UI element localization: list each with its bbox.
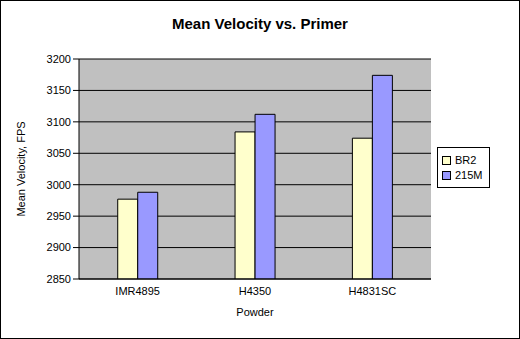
html-text:215M: 215M <box>455 169 483 181</box>
svg-text:H4350: H4350 <box>239 285 271 297</box>
svg-text:2900: 2900 <box>47 241 71 253</box>
svg-text:3100: 3100 <box>47 116 71 128</box>
svg-text:3050: 3050 <box>47 147 71 159</box>
svg-text:Mean Velocity, FPS: Mean Velocity, FPS <box>15 121 27 216</box>
svg-text:2950: 2950 <box>47 210 71 222</box>
svg-text:IMR4895: IMR4895 <box>115 285 160 297</box>
svg-text:2850: 2850 <box>47 273 71 285</box>
svg-text:3150: 3150 <box>47 84 71 96</box>
svg-text:H4831SC: H4831SC <box>348 285 396 297</box>
html-text:Mean Velocity vs. Primer: Mean Velocity vs. Primer <box>172 15 348 32</box>
svg-text:3000: 3000 <box>47 179 71 191</box>
html-text:BR2: BR2 <box>455 154 477 166</box>
svg-text:Powder: Powder <box>236 306 274 318</box>
svg-text:3200: 3200 <box>47 53 71 65</box>
